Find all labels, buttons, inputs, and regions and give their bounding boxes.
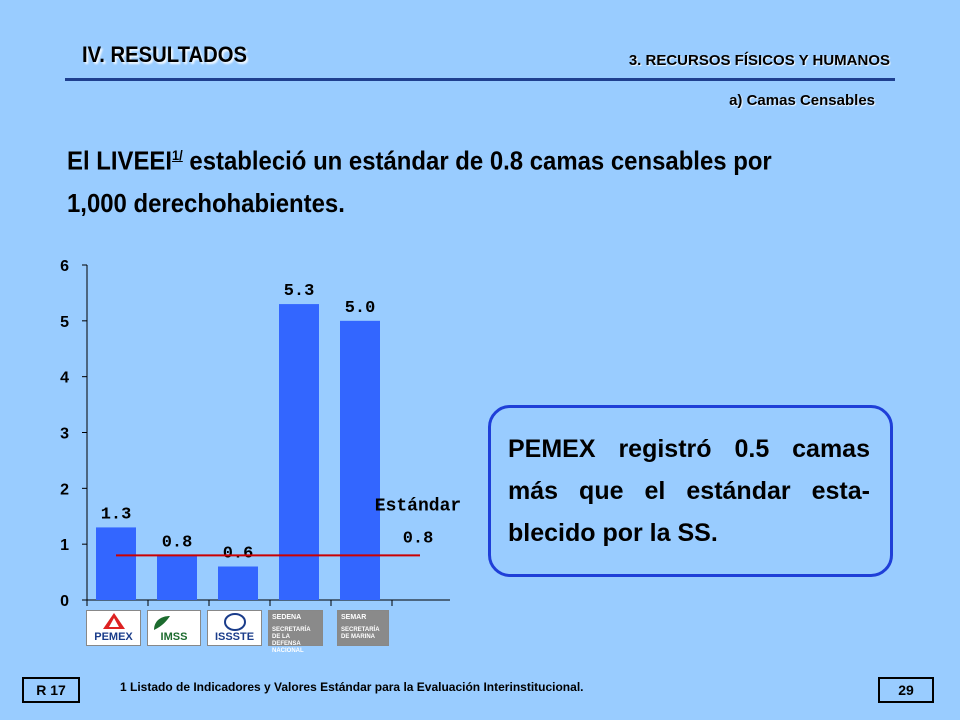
imss-logo-text: IMSS (160, 631, 188, 643)
semar-logo-text: SEMAR (341, 614, 367, 621)
bar-issste (218, 566, 258, 600)
bar-pemex (96, 527, 136, 600)
imss-eagle-icon (154, 616, 170, 630)
headline: El LIVEEI1/ estableció un estándar de 0.… (67, 134, 831, 224)
y-tick-label: 3 (60, 426, 69, 443)
sedena-logo-text: SEDENA (272, 614, 302, 621)
y-tick-label: 1 (60, 537, 69, 554)
pemex-logo: PEMEX (86, 610, 141, 646)
issste-hands-icon (224, 613, 246, 631)
y-tick-label: 6 (60, 258, 69, 275)
subsection-title: 3. RECURSOS FÍSICOS Y HUMANOS (628, 52, 890, 69)
headline-text-before: El LIVEEI (67, 145, 173, 176)
section-title: IV. RESULTADOS (82, 42, 247, 67)
y-tick-label: 4 (60, 370, 69, 387)
bar-imss (157, 555, 197, 600)
header-rule (65, 78, 895, 81)
note-callout: PEMEX registró 0.5 camas más que el está… (488, 405, 893, 577)
pemex-eagle-icon (103, 613, 125, 629)
headline-line2: 1,000 derechohabientes. (67, 187, 345, 218)
standard-label: Estándar (375, 497, 461, 517)
y-tick-label: 0 (60, 593, 69, 610)
pemex-logo-text: PEMEX (94, 631, 133, 643)
footnote-ref: 1/ (172, 147, 183, 163)
standard-value-label: 0.8 (403, 529, 434, 548)
sedena-logo-subtext: SECRETARÍA DE LA DEFENSA NACIONAL (272, 627, 311, 654)
issste-logo: ISSSTE (207, 610, 262, 646)
y-tick-label: 2 (60, 481, 69, 498)
issste-logo-text: ISSSTE (214, 631, 255, 643)
semar-logo: SEMAR SECRETARÍA DE MARINA (337, 610, 389, 646)
reference-code: R 17 (22, 677, 80, 703)
page-number: 29 (878, 677, 934, 703)
imss-logo: IMSS (147, 610, 201, 646)
bar-chart: 0 1 2 3 4 5 6 1.3 0.8 0.6 5.3 5.0 Estándar 0.8 (60, 258, 461, 610)
data-label: 5.0 (345, 299, 376, 318)
data-label: 5.3 (284, 282, 315, 301)
sedena-logo: SEDENA SECRETARÍA DE LA DEFENSA NACIONAL (268, 610, 323, 654)
data-label: 0.8 (162, 533, 193, 552)
semar-logo-subtext: SECRETARÍA DE MARINA (341, 627, 380, 640)
headline-text-after: estableció un estándar de 0.8 camas cens… (182, 145, 772, 176)
data-label: 1.3 (101, 505, 132, 524)
note-text: PEMEX registró 0.5 camas más que el está… (508, 435, 870, 547)
y-tick-label: 5 (60, 314, 69, 331)
bar-sedena (279, 304, 319, 600)
bar-semar (340, 320, 380, 600)
subheading: a) Camas Censables (729, 92, 875, 109)
footnote: 1 Listado de Indicadores y Valores Están… (120, 680, 584, 694)
data-label: 0.6 (223, 545, 254, 564)
